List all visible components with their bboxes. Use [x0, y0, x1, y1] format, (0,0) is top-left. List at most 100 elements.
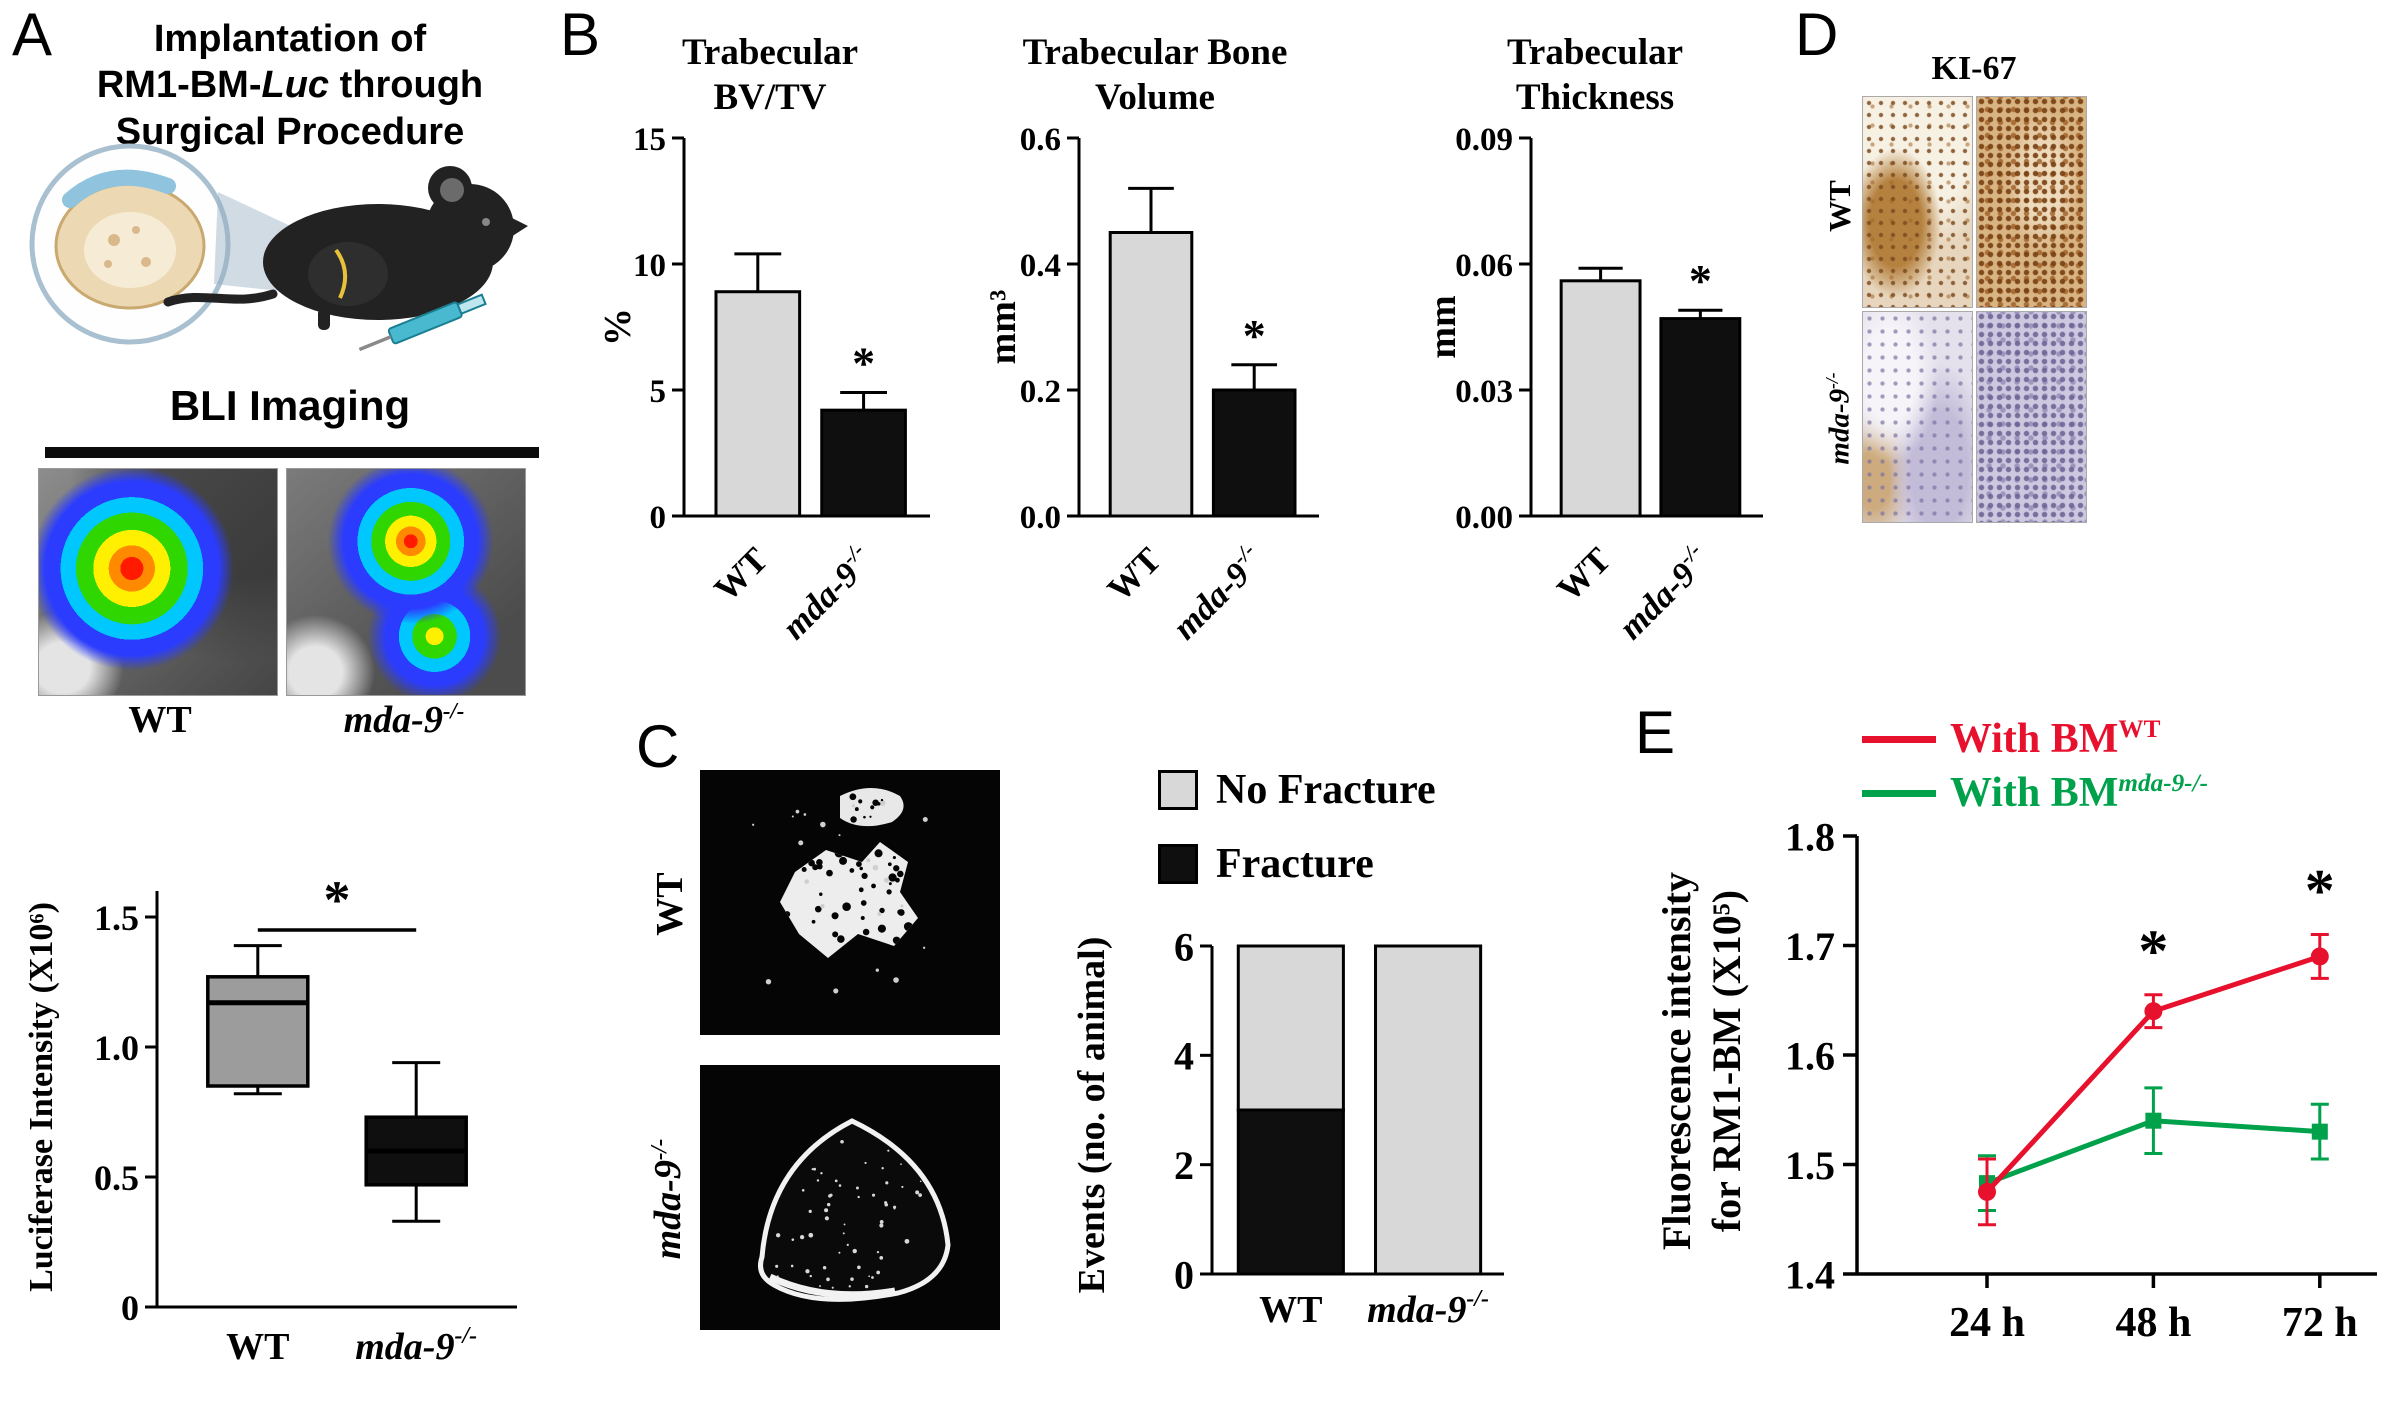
ki67-title: KI-67	[1931, 50, 2017, 87]
panel-e-letter: E	[1635, 699, 1676, 766]
panel-b-letter: B	[560, 1, 601, 68]
svg-text:mda-9-/-: mda-9-/-	[1609, 537, 1718, 646]
bone-volume-chart-title: Trabecular Bone Volume	[1022, 32, 1288, 119]
thickness-chart-title: Trabecular Thickness	[1506, 32, 1684, 119]
svg-text:*: *	[1243, 310, 1266, 361]
surgery-illustration	[29, 143, 528, 352]
svg-text:2: 2	[1174, 1143, 1194, 1188]
ihc-image-wt-high-mag	[1976, 96, 2087, 308]
bli-image-wt	[38, 468, 278, 696]
svg-text:0.2: 0.2	[1020, 374, 1061, 410]
svg-text:mm³: mm³	[985, 290, 1024, 365]
microct-row-label-wt: WT	[649, 872, 691, 936]
fracture-swatch	[1158, 844, 1198, 884]
svg-text:24 h: 24 h	[1949, 1300, 2025, 1346]
ihc-image-grid	[1862, 96, 2087, 523]
svg-text:10: 10	[633, 248, 666, 284]
svg-text:0.09: 0.09	[1455, 122, 1513, 158]
legend-item-fracture: Fracture	[1158, 840, 1374, 888]
bvtv-chart-title: Trabecular BV/TV	[681, 32, 859, 119]
ihc-row-label-mda9: mda-9-/-	[1821, 372, 1856, 465]
legend-item-no-fracture: No Fracture	[1158, 766, 1436, 814]
bm-wt-label: With BMWT	[1950, 716, 2161, 762]
ihc-row-label-wt: WT	[1822, 180, 1857, 232]
svg-text:0.4: 0.4	[1020, 248, 1061, 284]
bm-mda9-label: With BMmda-9-/-	[1950, 770, 2208, 816]
svg-text:6: 6	[1174, 924, 1194, 969]
svg-text:0.6: 0.6	[1020, 122, 1061, 158]
svg-text:1.5: 1.5	[94, 898, 139, 938]
line-chart-legend: With BMWT With BMmda-9-/-	[1862, 712, 2208, 820]
bli-heading: BLI Imaging	[169, 382, 411, 429]
bli-image-mda9	[286, 468, 526, 696]
svg-text:48 h: 48 h	[2115, 1300, 2191, 1346]
syringe-icon	[358, 293, 487, 352]
microct-image-mda9	[700, 1065, 1000, 1330]
svg-text:*: *	[2138, 918, 2168, 984]
svg-text:mm: mm	[1425, 295, 1464, 358]
svg-text:*: *	[852, 338, 875, 389]
trabecular-bvtv-chart: 0 5 10 15% WT * mda-9-/-	[600, 122, 930, 647]
bone-inset-magnifier	[29, 143, 231, 345]
no-fracture-swatch	[1158, 770, 1198, 810]
trabecular-thickness-chart: 0.00 0.03 0.06 0.09 mm WT * mda-9-/-	[1425, 122, 1763, 647]
svg-text:WT: WT	[1259, 1289, 1322, 1331]
bm-mda9-line-swatch	[1862, 789, 1936, 797]
bli-top-bar	[45, 447, 539, 458]
svg-text:1.6: 1.6	[1785, 1033, 1835, 1078]
ihc-image-mda9-low-mag	[1862, 311, 1973, 523]
svg-text:WT: WT	[226, 1326, 289, 1368]
fluorescence-chart-ylabel: Fluorescence intensity for RM1-BM (X10⁵)	[1654, 871, 1749, 1251]
fluorescence-line-chart: 1.4 1.5 1.6 1.7 1.8 24 h 48 h 72 h * *	[1785, 814, 2377, 1346]
fracture-label: Fracture	[1216, 841, 1374, 887]
svg-text:0.0: 0.0	[1020, 500, 1061, 536]
svg-text:0.06: 0.06	[1455, 248, 1513, 284]
svg-text:1.0: 1.0	[94, 1028, 139, 1068]
bli-label-wt: WT	[128, 699, 192, 741]
svg-text:72 h: 72 h	[2282, 1300, 2358, 1346]
svg-text:0.5: 0.5	[94, 1158, 139, 1198]
svg-text:*: *	[324, 870, 351, 930]
panel-d-letter: D	[1795, 1, 1839, 68]
svg-text:%: %	[600, 308, 639, 346]
svg-text:WT: WT	[707, 540, 776, 609]
fracture-chart-ylabel: Events (no. of animal)	[1071, 936, 1113, 1294]
svg-text:mda-9-/-: mda-9-/-	[355, 1323, 477, 1368]
legend-item-bm-mda9: With BMmda-9-/-	[1862, 766, 2208, 820]
trabecular-bone-volume-chart: 0.0 0.2 0.4 0.6 mm³ WT * mda-9-/-	[985, 122, 1319, 647]
bli-image-labels: WT mda-9-/-	[38, 698, 526, 742]
panel-a-title: Implantation of RM1-BM-Luc through Surgi…	[50, 16, 530, 155]
svg-text:mda-9-/-: mda-9-/-	[1367, 1286, 1489, 1331]
mouse-silhouette	[163, 166, 528, 330]
svg-text:mda-9-/-: mda-9-/-	[1162, 537, 1272, 646]
svg-text:4: 4	[1174, 1034, 1194, 1079]
ihc-image-mda9-high-mag	[1976, 311, 2087, 523]
svg-text:*: *	[2305, 858, 2335, 924]
svg-text:0: 0	[121, 1288, 139, 1328]
svg-text:1.7: 1.7	[1785, 924, 1835, 969]
svg-text:0: 0	[650, 500, 667, 536]
bli-images	[38, 468, 526, 696]
svg-text:WT: WT	[1100, 540, 1169, 609]
svg-text:WT: WT	[1549, 540, 1618, 609]
svg-text:*: *	[1689, 255, 1712, 306]
svg-text:0.03: 0.03	[1455, 374, 1513, 410]
panel-a-letter: A	[12, 1, 53, 68]
luciferase-intensity-boxplot: 0 0.5 1.0 1.5 WT mda-9-/- *	[94, 870, 517, 1368]
title-line-2: RM1-BM-Luc through	[96, 64, 484, 107]
svg-text:0: 0	[1174, 1252, 1194, 1297]
microct-image-wt	[700, 770, 1000, 1035]
svg-text:1.4: 1.4	[1785, 1252, 1835, 1297]
ihc-image-wt-low-mag	[1862, 96, 1973, 308]
svg-text:15: 15	[633, 122, 666, 158]
svg-text:1.5: 1.5	[1785, 1143, 1835, 1188]
svg-text:1.8: 1.8	[1785, 814, 1835, 859]
svg-text:0.00: 0.00	[1455, 500, 1513, 536]
title-line-3: Surgical Procedure	[115, 110, 465, 153]
title-line-1: Implantation of	[153, 18, 427, 60]
bli-label-mda9: mda-9-/-	[343, 698, 465, 741]
svg-text:mda-9-/-: mda-9-/-	[772, 537, 881, 646]
no-fracture-label: No Fracture	[1216, 767, 1436, 813]
fracture-events-chart: 0 2 4 6 WT mda-9-/-	[1174, 924, 1504, 1331]
